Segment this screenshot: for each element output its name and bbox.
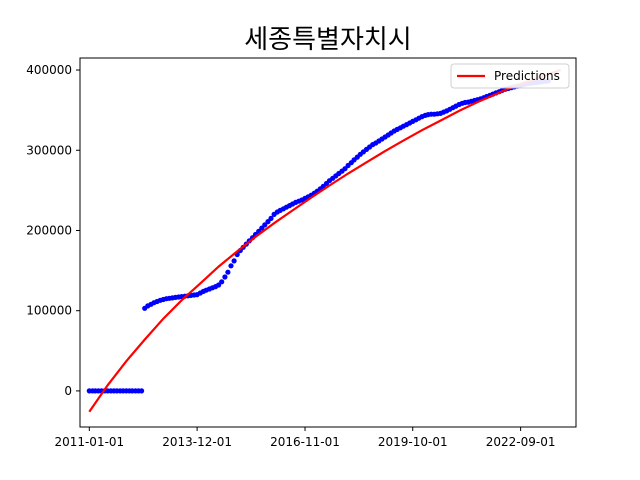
legend: Predictions <box>450 63 570 89</box>
x-tick-label: 2013-12-01 <box>162 435 232 449</box>
data-point <box>139 388 145 394</box>
x-tick-label: 2022-09-01 <box>486 435 556 449</box>
axes: 0 100000 200000 300000 400000 2011-01-01 2013-… <box>26 57 577 449</box>
y-tick-label: 300000 <box>26 143 72 157</box>
legend-label: Predictions <box>494 69 560 83</box>
y-tick-label: 200000 <box>26 223 72 237</box>
chart-title: 세종특별자치시 <box>244 25 411 55</box>
data-point <box>231 258 237 264</box>
data-point <box>219 279 225 285</box>
data-point <box>222 274 228 280</box>
y-tick-label: 100000 <box>26 304 72 318</box>
data-point <box>225 269 231 275</box>
data-point <box>262 222 268 228</box>
data-point <box>216 282 222 288</box>
x-tick-label: 2011-01-01 <box>54 435 124 449</box>
data-point <box>342 166 348 172</box>
x-tick-label: 2016-11-01 <box>270 435 340 449</box>
plot-frame <box>79 57 577 428</box>
data-point <box>268 215 274 221</box>
y-tick-label: 400000 <box>26 63 72 77</box>
legend-box <box>450 63 570 89</box>
plot-area <box>86 68 561 413</box>
x-tick-label: 2019-10-01 <box>378 435 448 449</box>
data-point <box>228 263 234 269</box>
y-tick-label: 0 <box>64 384 72 398</box>
predictions-line <box>88 68 561 413</box>
